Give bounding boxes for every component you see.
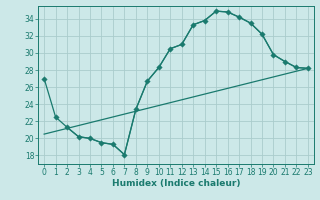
X-axis label: Humidex (Indice chaleur): Humidex (Indice chaleur) bbox=[112, 179, 240, 188]
